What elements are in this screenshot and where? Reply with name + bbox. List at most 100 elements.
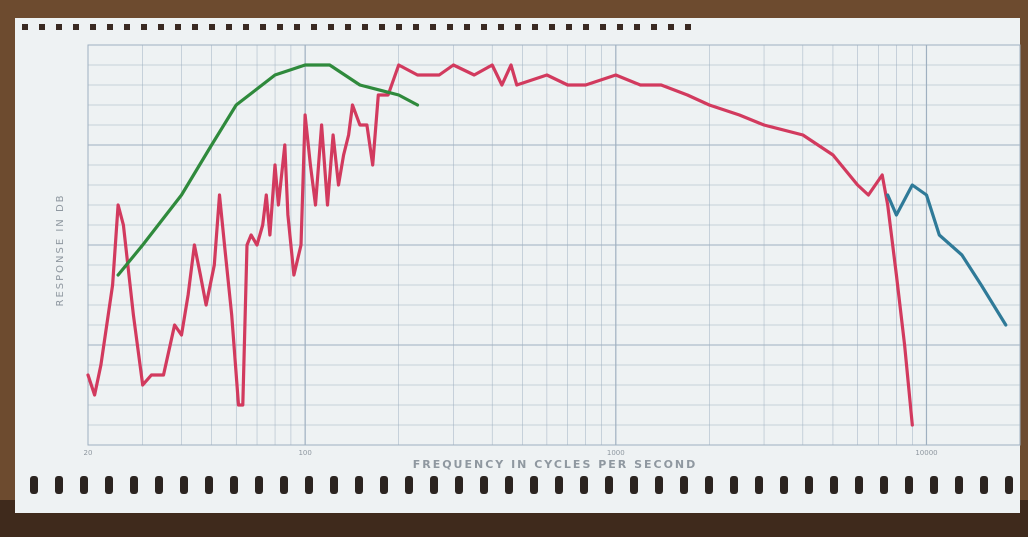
sprocket-hole [655, 476, 663, 494]
data-point-red [371, 163, 374, 167]
sprocket-hole [605, 476, 613, 494]
sprocket-hole [175, 24, 181, 30]
data-point-red [386, 93, 390, 97]
sprocket-hole [158, 24, 164, 30]
data-point-green [210, 143, 213, 147]
data-point-green [358, 83, 362, 87]
sprocket-hole [980, 476, 988, 494]
sprocket-hole [583, 24, 589, 30]
sprocket-hole [124, 24, 130, 30]
sprocket-hole [255, 476, 263, 494]
sprocket-hole [634, 24, 640, 30]
data-point-red [397, 63, 400, 67]
data-point-red [856, 183, 859, 187]
data-point-red [438, 73, 441, 77]
sprocket-hole [105, 476, 113, 494]
sprocket-hole [362, 24, 368, 30]
data-point-red [199, 273, 202, 277]
sprocket-hole [680, 476, 688, 494]
data-point-red [237, 403, 240, 407]
data-point-red [801, 133, 805, 137]
sprocket-hole [481, 24, 487, 30]
sprocket-hole [566, 24, 572, 30]
sprocket-hole [515, 24, 521, 30]
sprocket-hole [955, 476, 963, 494]
sprocket-hole [447, 24, 453, 30]
sprocket-holes-bottom [30, 476, 1013, 494]
sprocket-hole [430, 24, 436, 30]
data-point-blue [911, 183, 914, 187]
data-point-red [186, 293, 190, 297]
sprocket-hole [345, 24, 351, 30]
data-point-blue [938, 233, 941, 237]
data-point-red [337, 183, 340, 187]
paper-strip [15, 18, 1020, 513]
sprocket-hole [705, 476, 713, 494]
sprocket-hole [630, 476, 638, 494]
data-point-red [867, 193, 870, 197]
data-point-red [614, 73, 617, 77]
x-tick-labels: 20 100 1000 10000 [84, 449, 938, 457]
data-point-red [342, 153, 345, 157]
sprocket-hole [464, 24, 470, 30]
data-point-blue [960, 253, 964, 257]
sprocket-hole [549, 24, 555, 30]
data-point-red [111, 283, 114, 287]
data-point-red [416, 73, 419, 77]
data-point-red [660, 83, 663, 87]
data-point-green [416, 103, 419, 107]
data-point-red [708, 103, 711, 107]
data-point-red [347, 133, 350, 137]
sprocket-hole [280, 476, 288, 494]
sprocket-hole [600, 24, 606, 30]
data-point-red [265, 193, 268, 197]
sprocket-hole [430, 476, 438, 494]
data-point-red [99, 363, 103, 367]
data-point-red [86, 373, 90, 377]
sprocket-hole [328, 24, 334, 30]
sprocket-hole [379, 24, 385, 30]
sprocket-hole [905, 476, 913, 494]
data-point-red [545, 73, 549, 77]
chart-grid [87, 44, 1021, 446]
data-point-red [273, 163, 277, 167]
data-point-blue [925, 193, 928, 197]
data-point-red [831, 153, 835, 157]
data-point-red [491, 63, 494, 67]
x-tick-label: 20 [84, 449, 93, 457]
x-tick-label: 10000 [915, 449, 937, 457]
data-point-red [132, 313, 135, 317]
data-point-blue [980, 283, 983, 287]
data-point-red [173, 323, 176, 327]
data-point-red [351, 103, 354, 107]
data-point-red [116, 203, 120, 207]
data-point-red [93, 393, 96, 397]
data-point-red [277, 203, 280, 207]
sprocket-hole [668, 24, 674, 30]
sprocket-hole [330, 476, 338, 494]
sprocket-hole [555, 476, 563, 494]
sprocket-hole [413, 24, 419, 30]
data-point-red [218, 193, 221, 197]
sprocket-hole [141, 24, 147, 30]
data-point-green [397, 93, 400, 97]
data-point-red [314, 203, 317, 207]
sprocket-hole [1005, 476, 1013, 494]
sprocket-hole [498, 24, 504, 30]
sprocket-hole [755, 476, 763, 494]
sprocket-hole [277, 24, 283, 30]
sprocket-hole [480, 476, 488, 494]
data-point-green [273, 73, 277, 77]
data-point-green [235, 103, 238, 107]
sprocket-hole [107, 24, 113, 30]
data-point-red [911, 423, 914, 427]
sprocket-hole [305, 476, 313, 494]
series-line-blue [886, 183, 1008, 327]
sprocket-hole [22, 24, 28, 30]
data-point-red [141, 383, 144, 387]
data-point-red [881, 173, 884, 177]
data-point-blue [1004, 323, 1007, 327]
data-point-red [213, 263, 216, 267]
data-point-red [515, 83, 518, 87]
data-point-red [230, 313, 233, 317]
